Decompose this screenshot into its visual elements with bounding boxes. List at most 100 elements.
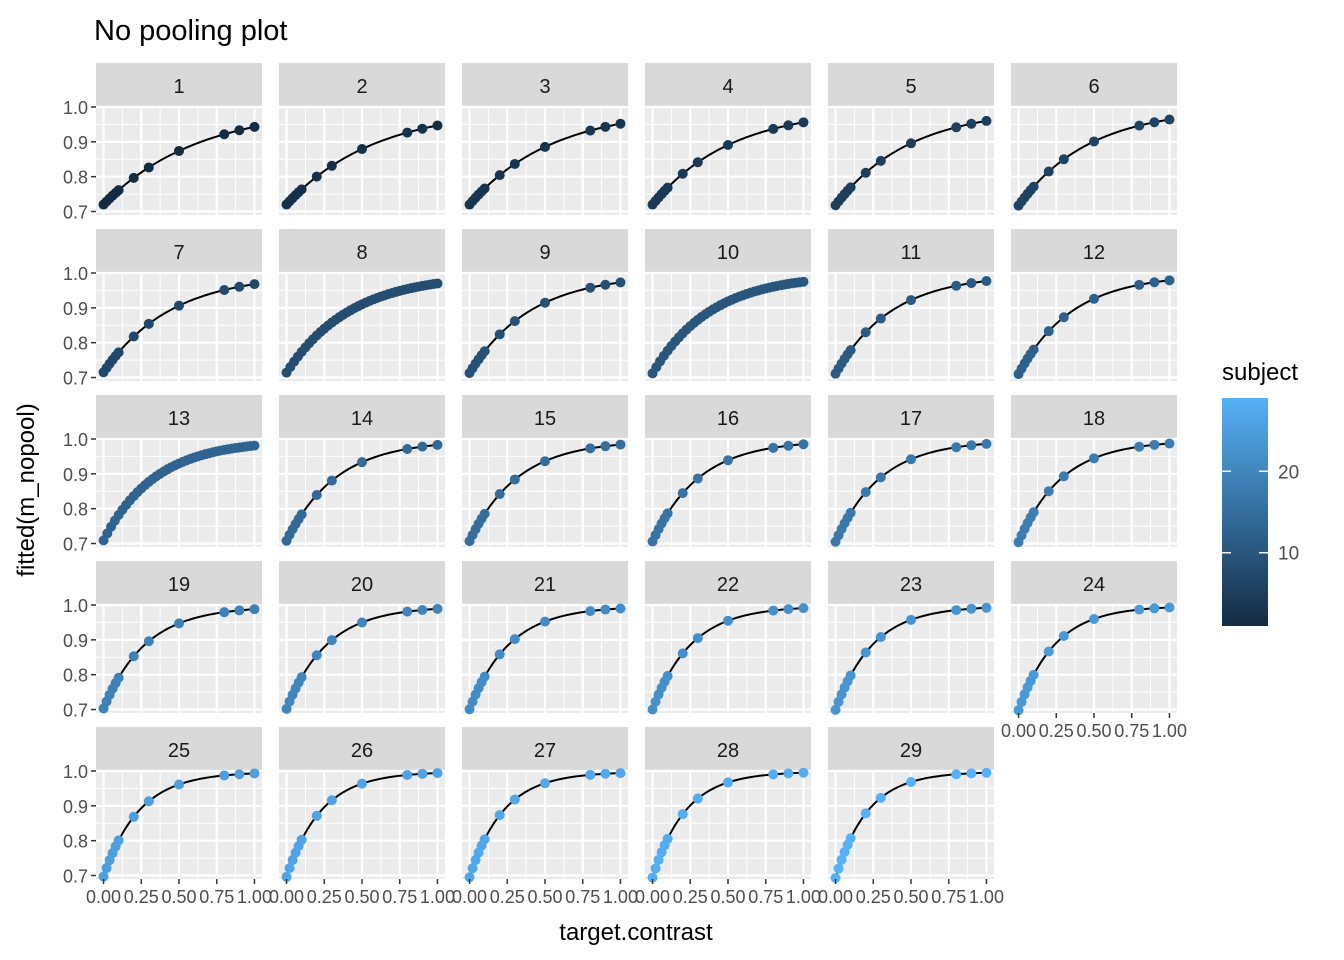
- y-tick-label: 0.8: [63, 666, 88, 686]
- facet-strip-label: 21: [534, 574, 556, 596]
- data-point: [1149, 603, 1160, 614]
- data-point: [540, 297, 550, 308]
- data-point: [1149, 439, 1160, 450]
- data-point: [494, 489, 505, 500]
- data-point: [540, 616, 550, 627]
- data-point: [768, 769, 779, 780]
- facet-strip: [828, 727, 994, 771]
- data-point: [143, 636, 154, 647]
- data-point: [540, 141, 550, 152]
- data-point: [249, 440, 260, 451]
- data-point: [723, 455, 733, 466]
- data-point: [128, 811, 139, 822]
- data-point: [479, 834, 490, 845]
- data-point: [1043, 166, 1054, 177]
- facet-strip: [462, 63, 628, 107]
- data-point: [1149, 117, 1160, 128]
- data-point: [1134, 604, 1145, 615]
- data-point: [650, 863, 661, 874]
- data-point: [951, 442, 962, 453]
- data-point: [585, 443, 596, 454]
- data-point: [296, 184, 307, 195]
- data-point: [219, 129, 230, 140]
- x-tick-label: 0.00: [269, 887, 304, 907]
- data-point: [875, 632, 886, 643]
- data-point: [174, 145, 184, 156]
- x-tick-label: 0.25: [673, 887, 708, 907]
- data-point: [326, 795, 337, 806]
- facet-strip: [828, 63, 994, 107]
- x-tick-label: 1.00: [786, 887, 821, 907]
- facet-strip-label: 26: [351, 740, 373, 762]
- data-point: [966, 768, 977, 779]
- data-point: [783, 768, 794, 779]
- x-tick-label: 0.25: [1039, 721, 1074, 741]
- data-point: [860, 327, 871, 338]
- data-point: [833, 863, 844, 874]
- x-tick-label: 1.00: [1152, 721, 1187, 741]
- data-point: [219, 607, 230, 618]
- facet-strip-label: 27: [534, 740, 556, 762]
- data-point: [234, 605, 245, 616]
- y-tick-label: 0.9: [63, 465, 88, 485]
- x-tick-label: 0.00: [635, 887, 670, 907]
- facet-strip-label: 23: [900, 574, 922, 596]
- data-point: [1058, 631, 1069, 642]
- data-point: [174, 618, 184, 629]
- facet-panel-11: 11: [828, 229, 994, 381]
- legend-colorbar: [1222, 398, 1268, 626]
- facet-strip: [645, 395, 811, 439]
- facet-strip: [462, 229, 628, 273]
- data-point: [249, 768, 260, 779]
- data-point: [966, 278, 977, 289]
- x-tick-label: 0.50: [710, 887, 745, 907]
- data-point: [798, 603, 809, 614]
- data-point: [951, 605, 962, 616]
- data-point: [509, 158, 520, 169]
- facet-panels: 10.70.80.91.02 3 4 5 670.70.80.91.08 9 10 11 121…: [63, 63, 1187, 907]
- facet-strip-label: 22: [717, 574, 739, 596]
- y-tick-label: 0.7: [63, 701, 88, 721]
- data-point: [615, 439, 626, 450]
- facet-strip-label: 25: [168, 740, 190, 762]
- x-tick-label: 0.75: [1114, 721, 1149, 741]
- data-point: [402, 443, 413, 454]
- data-point: [783, 604, 794, 615]
- data-point: [311, 650, 322, 661]
- data-point: [600, 441, 611, 452]
- data-point: [402, 127, 413, 138]
- data-point: [860, 167, 871, 178]
- data-point: [357, 144, 367, 155]
- legend-tick-label: 20: [1278, 462, 1299, 483]
- data-point: [798, 276, 809, 287]
- data-point: [600, 279, 611, 290]
- data-point: [768, 123, 779, 134]
- x-tick-label: 0.00: [452, 887, 487, 907]
- data-point: [875, 313, 886, 324]
- data-point: [1058, 312, 1069, 323]
- data-point: [249, 279, 260, 290]
- data-point: [981, 438, 992, 449]
- facet-strip: [1011, 229, 1177, 273]
- facet-strip: [96, 229, 262, 273]
- data-point: [875, 792, 886, 803]
- x-tick-label: 0.00: [818, 887, 853, 907]
- facet-panel-21: 21: [462, 561, 628, 715]
- data-point: [836, 854, 847, 865]
- data-point: [951, 769, 962, 780]
- data-point: [296, 672, 307, 683]
- y-tick-label: 1.0: [63, 264, 88, 284]
- y-tick-label: 0.7: [63, 203, 88, 223]
- facet-panel-18: 18: [1011, 395, 1177, 548]
- data-point: [417, 123, 428, 134]
- facet-strip-label: 24: [1083, 574, 1105, 596]
- data-point: [647, 704, 658, 715]
- data-point: [417, 441, 428, 452]
- x-tick-label: 0.25: [124, 887, 159, 907]
- data-point: [479, 183, 490, 194]
- facet-strip-label: 11: [901, 242, 922, 264]
- facet-panel-4: 4: [645, 63, 811, 215]
- x-tick-label: 0.25: [856, 887, 891, 907]
- data-point: [1164, 602, 1175, 613]
- facet-panel-14: 14: [279, 395, 445, 547]
